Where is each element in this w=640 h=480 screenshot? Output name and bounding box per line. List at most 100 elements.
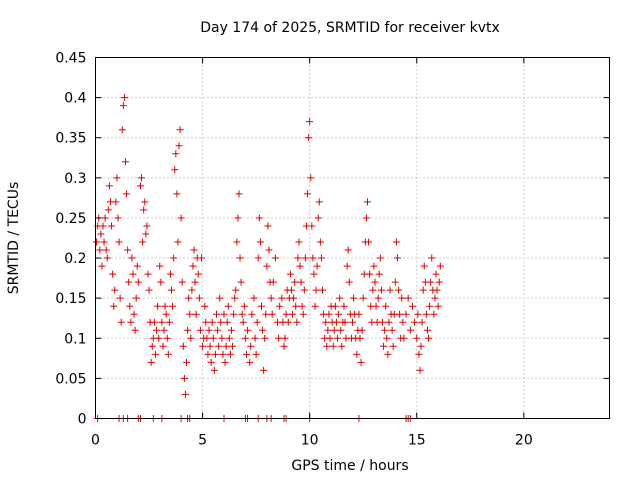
- data-point: [350, 294, 358, 302]
- data-point: [287, 286, 295, 294]
- data-point: [366, 270, 374, 278]
- data-point: [372, 302, 380, 310]
- data-point: [222, 342, 230, 350]
- data-point: [298, 302, 306, 310]
- data-point: [334, 334, 342, 342]
- data-point: [381, 326, 389, 334]
- data-point: [116, 294, 124, 302]
- gridlines: [95, 57, 610, 419]
- data-point: [349, 318, 356, 326]
- data-point: [357, 358, 365, 366]
- data-point: [195, 294, 203, 302]
- data-point: [119, 102, 127, 110]
- data-point: [145, 286, 153, 294]
- data-point: [276, 302, 284, 310]
- y-tick-label: 0.25: [55, 211, 86, 227]
- data-point: [140, 206, 148, 214]
- data-point: [376, 254, 384, 262]
- data-point: [123, 190, 131, 198]
- data-point: [202, 318, 210, 326]
- data-point: [260, 366, 268, 374]
- data-point: [196, 326, 204, 334]
- data-point: [184, 326, 192, 334]
- data-point: [428, 254, 436, 262]
- data-point: [177, 214, 185, 222]
- data-point: [134, 278, 142, 286]
- data-point: [190, 246, 198, 254]
- data-point: [398, 294, 406, 302]
- data-point: [226, 350, 234, 358]
- data-point: [199, 342, 207, 350]
- data-point: [284, 318, 292, 326]
- data-point: [417, 342, 425, 350]
- data-point: [104, 206, 112, 214]
- data-point: [203, 334, 211, 342]
- data-point: [230, 310, 238, 318]
- data-point: [313, 262, 321, 270]
- y-tick-label: 0.3: [64, 171, 86, 187]
- data-point: [268, 310, 276, 318]
- data-point: [278, 294, 286, 302]
- data-point: [211, 350, 219, 358]
- data-point: [208, 318, 216, 326]
- data-point: [322, 318, 330, 326]
- data-point: [404, 294, 412, 302]
- data-point: [436, 262, 444, 270]
- data-point: [296, 262, 304, 270]
- data-point: [293, 318, 301, 326]
- data-point: [315, 198, 323, 206]
- data-point: [125, 278, 133, 286]
- data-point: [435, 278, 443, 286]
- data-point: [131, 326, 139, 334]
- data-point: [415, 350, 423, 358]
- data-point: [157, 278, 165, 286]
- data-point: [263, 262, 271, 270]
- data-point: [139, 238, 147, 246]
- data-point: [425, 334, 433, 342]
- data-point: [181, 390, 189, 398]
- data-point: [338, 342, 346, 350]
- data-point: [171, 166, 179, 174]
- data-point: [300, 286, 308, 294]
- data-point: [194, 270, 202, 278]
- data-point: [100, 238, 108, 246]
- data-point: [363, 198, 371, 206]
- data-point: [180, 374, 188, 382]
- data-point: [120, 94, 128, 102]
- data-point: [267, 294, 275, 302]
- data-point: [392, 238, 400, 246]
- data-point: [174, 238, 182, 246]
- data-point: [201, 302, 209, 310]
- data-point: [128, 254, 136, 262]
- data-point: [144, 270, 152, 278]
- data-point: [294, 254, 302, 262]
- y-tick-label: 0: [78, 412, 87, 428]
- data-point: [402, 310, 410, 318]
- data-point: [430, 310, 438, 318]
- data-point: [254, 254, 262, 262]
- data-point: [289, 310, 297, 318]
- data-point: [420, 262, 428, 270]
- data-point: [395, 286, 403, 294]
- data-point: [262, 310, 270, 318]
- data-point: [166, 270, 174, 278]
- data-point: [97, 230, 105, 238]
- y-tick-label: 0.15: [55, 291, 86, 307]
- data-point: [221, 358, 229, 366]
- data-point: [98, 262, 106, 270]
- data-point: [362, 214, 370, 222]
- data-point: [158, 318, 166, 326]
- data-point: [210, 366, 218, 374]
- data-point: [241, 334, 249, 342]
- data-point: [161, 302, 169, 310]
- data-point: [408, 302, 416, 310]
- data-point: [186, 310, 194, 318]
- data-point: [229, 342, 237, 350]
- data-point: [386, 286, 394, 294]
- axis-ticks: [95, 57, 610, 419]
- data-point: [384, 350, 392, 358]
- data-point: [353, 350, 361, 358]
- data-point: [147, 358, 155, 366]
- data-point: [133, 262, 141, 270]
- data-point: [432, 270, 440, 278]
